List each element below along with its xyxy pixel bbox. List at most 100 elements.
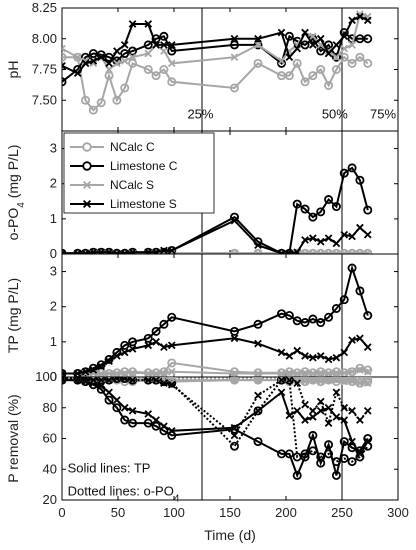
data-point-limestone-c bbox=[347, 263, 357, 273]
data-point-limestone-s bbox=[167, 246, 176, 254]
data-point-limestone-c bbox=[167, 312, 177, 322]
data-point-limestone-c bbox=[277, 309, 287, 319]
y-tick-label: 80 bbox=[43, 400, 57, 415]
data-point-ncalc-s bbox=[167, 367, 176, 376]
data-point-ncalc-s bbox=[301, 249, 309, 254]
y-tick-label: 100 bbox=[35, 369, 57, 384]
data-point-limestone-s bbox=[97, 362, 106, 371]
panels-layer: 7.50 7.75 8.00 8.25 pH 25% 50% 75% 0 1 2 3 o-PO4 (mg… bbox=[5, 0, 409, 520]
data-point-ncalc-s bbox=[340, 368, 349, 377]
data-point-limestone-s bbox=[113, 396, 121, 404]
data-point-limestone-s bbox=[293, 379, 302, 387]
data-point-ncalc-s bbox=[105, 65, 113, 74]
data-point-limestone-c bbox=[253, 40, 263, 50]
data-point-limestone-c bbox=[308, 212, 318, 222]
data-point-limestone-c bbox=[308, 314, 318, 324]
data-point-ncalc-c bbox=[128, 58, 138, 68]
data-point-ncalc-c bbox=[229, 83, 239, 93]
data-point-limestone-s bbox=[62, 369, 66, 377]
data-point-ncalc-s bbox=[332, 53, 341, 62]
data-point-ncalc-c bbox=[324, 80, 334, 90]
data-point-limestone-s bbox=[73, 249, 82, 254]
data-point-ncalc-s bbox=[105, 369, 113, 377]
data-point-limestone-c bbox=[300, 204, 310, 214]
data-point-limestone-c bbox=[81, 377, 91, 384]
data-point-ncalc-s bbox=[356, 366, 364, 374]
series-line-ncalc-c bbox=[62, 55, 369, 112]
data-point-limestone-s bbox=[73, 69, 82, 78]
data-point-ncalc-c bbox=[104, 71, 114, 81]
data-point-limestone-s bbox=[89, 377, 98, 384]
data-point-ncalc-s bbox=[113, 369, 121, 377]
data-point-ncalc-c bbox=[229, 367, 239, 377]
data-point-ncalc-c bbox=[151, 71, 161, 81]
data-point-limestone-c bbox=[128, 377, 138, 385]
data-point-ncalc-s bbox=[332, 368, 341, 377]
data-point-limestone-c bbox=[151, 377, 161, 385]
data-point-limestone-s bbox=[97, 248, 106, 254]
data-point-limestone-s bbox=[340, 348, 349, 357]
legend-marker-ncalc-s bbox=[82, 180, 92, 190]
data-point-limestone-c bbox=[128, 418, 138, 428]
data-point-limestone-c bbox=[284, 377, 294, 385]
data-point-ncalc-s bbox=[348, 41, 356, 49]
data-point-limestone-s bbox=[309, 413, 317, 421]
data-point-limestone-c bbox=[355, 452, 365, 462]
data-point-ncalc-s bbox=[348, 249, 356, 254]
y-tick-label: 7.50 bbox=[32, 92, 57, 107]
data-point-ncalc-s bbox=[128, 53, 137, 62]
data-point-limestone-c bbox=[347, 163, 357, 173]
data-point-limestone-s bbox=[89, 366, 98, 374]
data-point-limestone-s bbox=[97, 377, 106, 384]
data-point-limestone-s bbox=[160, 379, 168, 387]
data-point-limestone-s bbox=[316, 237, 325, 246]
x-tick-label: 200 bbox=[275, 505, 297, 520]
data-point-limestone-s bbox=[340, 230, 349, 239]
data-point-limestone-c bbox=[229, 40, 239, 50]
data-point-limestone-s bbox=[167, 41, 176, 49]
data-point-ncalc-s bbox=[254, 249, 262, 254]
data-point-limestone-c bbox=[316, 452, 326, 462]
data-point-limestone-s bbox=[120, 249, 129, 254]
data-point-limestone-s bbox=[230, 431, 239, 440]
annotation-text: 25% bbox=[187, 107, 213, 122]
data-point-ncalc-s bbox=[128, 368, 137, 377]
legend-marker-limestone-c bbox=[82, 161, 92, 171]
data-point-limestone-c bbox=[292, 452, 302, 462]
y-tick-label: 1 bbox=[50, 211, 57, 226]
y-tick-label: 2 bbox=[50, 299, 57, 314]
data-point-limestone-c bbox=[331, 202, 341, 212]
data-point-limestone-s bbox=[105, 248, 113, 254]
data-point-limestone-c bbox=[292, 199, 302, 209]
data-point-ncalc-s bbox=[62, 44, 66, 53]
data-point-limestone-c bbox=[347, 457, 357, 467]
x-tick-label: 100 bbox=[163, 505, 185, 520]
data-point-ncalc-s bbox=[277, 57, 286, 65]
data-point-limestone-s bbox=[254, 339, 262, 348]
data-point-limestone-s bbox=[152, 248, 160, 254]
data-point-limestone-s bbox=[152, 377, 160, 384]
panel-TP: 0 1 2 3 TP (mg P/L) bbox=[5, 253, 399, 384]
data-point-ncalc-c bbox=[62, 52, 67, 62]
data-point-limestone-c bbox=[143, 333, 153, 343]
data-point-ncalc-c bbox=[300, 77, 310, 87]
data-point-ncalc-s bbox=[120, 57, 129, 65]
data-point-limestone-c bbox=[339, 453, 349, 463]
data-point-limestone-c bbox=[104, 377, 114, 385]
data-point-limestone-s bbox=[152, 338, 160, 346]
data-point-limestone-s bbox=[332, 388, 341, 397]
data-point-limestone-s bbox=[356, 334, 364, 343]
data-point-ncalc-s bbox=[160, 369, 168, 377]
data-point-limestone-s bbox=[277, 388, 286, 397]
data-point-ncalc-c bbox=[355, 363, 365, 373]
data-point-limestone-c bbox=[363, 34, 373, 44]
data-point-limestone-s bbox=[144, 341, 153, 350]
data-point-ncalc-c bbox=[96, 98, 106, 108]
data-point-ncalc-s bbox=[316, 249, 325, 254]
data-point-limestone-s bbox=[348, 437, 356, 446]
data-point-limestone-s bbox=[348, 232, 356, 241]
data-point-limestone-s bbox=[316, 397, 325, 406]
data-point-limestone-s bbox=[324, 355, 333, 364]
x-tick-label: 300 bbox=[387, 505, 409, 520]
y-tick-label: 20 bbox=[43, 492, 57, 507]
